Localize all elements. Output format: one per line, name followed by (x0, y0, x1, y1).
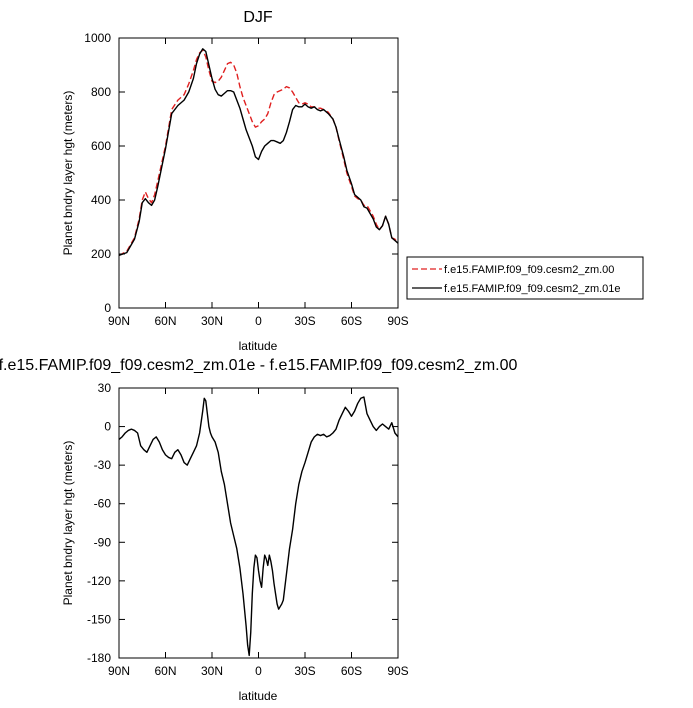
top-y-tick-label: 600 (91, 139, 111, 153)
bottom-y-tick-label: -90 (94, 535, 112, 549)
bottom-axis-ticks: 90N 60N 30N 0 30S 60S 90S 30 0 -30 -60 -90 -120 -150 -… (87, 381, 409, 678)
legend-label-series-0: f.e15.FAMIP.f09_f09.cesm2_zm.00 (444, 264, 614, 276)
top-y-tick-label: 0 (104, 301, 111, 315)
bottom-x-tick-label: 60S (341, 664, 362, 678)
top-panel: DJF 90N 60N 30N 0 30S 60S 90S 0 200 400 600 800 1000… (61, 9, 409, 353)
top-x-tick-label: 90S (387, 314, 408, 328)
top-x-tick-label: 60S (341, 314, 362, 328)
top-x-tick-label: 90N (108, 314, 130, 328)
top-x-axis-label: latitude (239, 339, 278, 353)
bottom-y-tick-label: 0 (104, 420, 111, 434)
top-series-lines (118, 48, 399, 257)
bottom-y-tick-label: -120 (87, 574, 111, 588)
bottom-x-tick-label: 30S (294, 664, 315, 678)
bottom-x-tick-label: 30N (201, 664, 223, 678)
top-series-line-0 (118, 49, 399, 256)
top-y-tick-label: 400 (91, 193, 111, 207)
bottom-y-tick-label: -30 (94, 458, 112, 472)
bottom-chart-title: f.e15.FAMIP.f09_f09.cesm2_zm.01e - f.e15… (0, 357, 518, 374)
bottom-x-tick-label: 60N (154, 664, 176, 678)
top-y-tick-label: 800 (91, 85, 111, 99)
bottom-y-axis-label: Planet bndry layer hgt (meters) (61, 441, 75, 606)
bottom-panel: f.e15.FAMIP.f09_f09.cesm2_zm.01e - f.e15… (0, 357, 518, 703)
bottom-plot-frame (118, 387, 399, 659)
top-x-tick-label: 30N (201, 314, 223, 328)
top-x-tick-label: 0 (255, 314, 262, 328)
bottom-series-lines (118, 396, 399, 657)
bottom-y-tick-label: -60 (94, 497, 112, 511)
top-y-axis-label: Planet bndry layer hgt (meters) (61, 91, 75, 256)
top-x-tick-label: 60N (154, 314, 176, 328)
bottom-x-axis-label: latitude (239, 689, 278, 703)
top-y-tick-label: 200 (91, 247, 111, 261)
top-axis-ticks: 90N 60N 30N 0 30S 60S 90S 0 200 400 600 800 1000 (84, 31, 408, 328)
bottom-x-tick-label: 90N (108, 664, 130, 678)
legend: f.e15.FAMIP.f09_f09.cesm2_zm.00 f.e15.FA… (406, 256, 644, 300)
top-chart-title: DJF (243, 9, 273, 26)
bottom-y-tick-label: -150 (87, 612, 111, 626)
bottom-series-line-0 (118, 396, 399, 657)
legend-box (406, 256, 644, 300)
top-y-tick-label: 1000 (84, 31, 111, 45)
top-series-line-1 (118, 48, 399, 257)
bottom-y-tick-label: 30 (98, 381, 112, 395)
legend-label-series-1: f.e15.FAMIP.f09_f09.cesm2_zm.01e (444, 283, 621, 295)
bottom-y-tick-label: -180 (87, 651, 111, 665)
bottom-x-tick-label: 0 (255, 664, 262, 678)
bottom-x-tick-label: 90S (387, 664, 408, 678)
top-x-tick-label: 30S (294, 314, 315, 328)
